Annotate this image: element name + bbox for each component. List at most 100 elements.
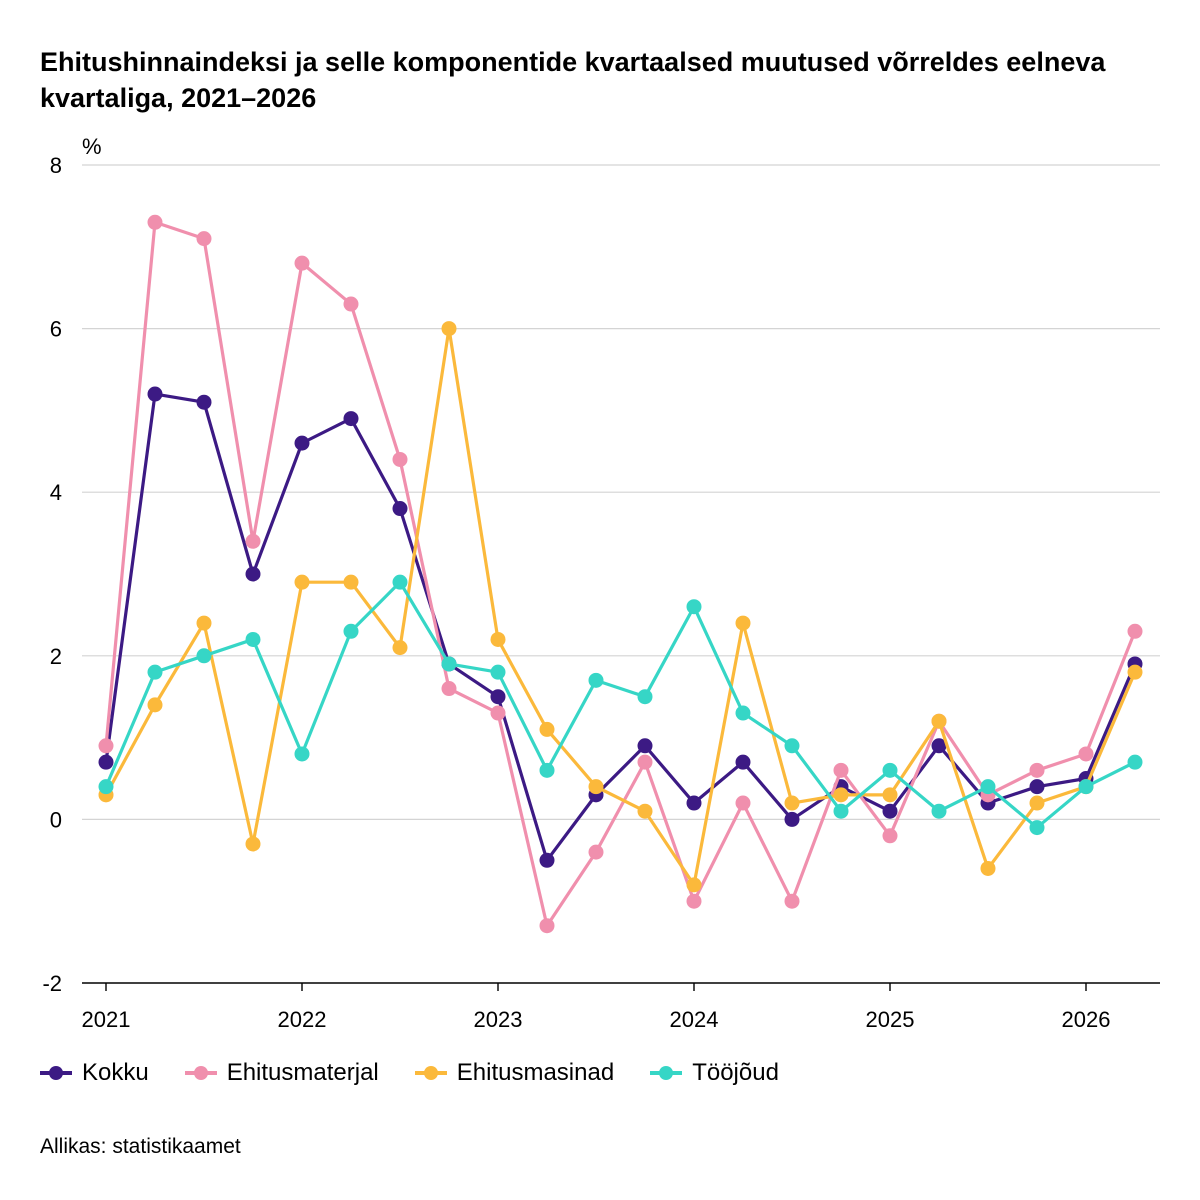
data-point xyxy=(245,631,261,647)
data-point xyxy=(539,721,555,737)
data-point xyxy=(392,501,408,517)
data-point xyxy=(735,795,751,811)
data-point xyxy=(245,566,261,582)
data-point xyxy=(686,795,702,811)
data-point xyxy=(931,738,947,754)
data-point xyxy=(833,762,849,778)
data-point xyxy=(392,451,408,467)
data-point xyxy=(196,394,212,410)
y-tick-label: 2 xyxy=(50,644,62,669)
data-point xyxy=(637,738,653,754)
data-point xyxy=(196,648,212,664)
data-point xyxy=(196,615,212,631)
data-point xyxy=(686,599,702,615)
data-point xyxy=(294,435,310,451)
data-point xyxy=(931,713,947,729)
x-tick-label: 2021 xyxy=(82,1007,131,1032)
data-point xyxy=(441,321,457,337)
legend-swatch xyxy=(184,1066,217,1080)
x-tick-label: 2024 xyxy=(670,1007,719,1032)
data-point xyxy=(147,664,163,680)
data-point xyxy=(980,779,996,795)
data-point xyxy=(539,762,555,778)
y-tick-label: 6 xyxy=(50,317,62,342)
data-point xyxy=(343,623,359,639)
data-point xyxy=(441,656,457,672)
data-point xyxy=(637,689,653,705)
data-point xyxy=(735,754,751,770)
series-3 xyxy=(98,574,1143,836)
y-tick-label: 8 xyxy=(50,153,62,178)
data-point xyxy=(931,803,947,819)
y-tick-label: 4 xyxy=(50,480,62,505)
legend-label: Kokku xyxy=(82,1059,149,1086)
data-point xyxy=(147,214,163,230)
data-point xyxy=(784,795,800,811)
y-axis: % -2 0 2 4 6 8 xyxy=(42,134,101,996)
data-point xyxy=(588,844,604,860)
series-group xyxy=(98,214,1143,934)
data-point xyxy=(588,672,604,688)
series-line xyxy=(104,392,1137,862)
data-point xyxy=(147,697,163,713)
data-point xyxy=(833,803,849,819)
legend-item: Kokku xyxy=(40,1058,149,1088)
legend-label: Ehitusmaterjal xyxy=(226,1059,379,1086)
data-point xyxy=(686,893,702,909)
x-tick-label: 2022 xyxy=(278,1007,327,1032)
data-point xyxy=(1029,795,1045,811)
data-point xyxy=(441,681,457,697)
chart-title: Ehitushinnaindeksi ja selle komponentide… xyxy=(40,47,1106,113)
legend-item: Ehitusmaterjal xyxy=(184,1058,379,1088)
data-point xyxy=(1127,664,1143,680)
data-point xyxy=(1078,746,1094,762)
data-point xyxy=(637,803,653,819)
x-tick-label: 2026 xyxy=(1062,1007,1111,1032)
data-point xyxy=(392,574,408,590)
data-point xyxy=(343,296,359,312)
data-point xyxy=(784,893,800,909)
y-axis-unit: % xyxy=(82,134,102,159)
data-point xyxy=(490,689,506,705)
x-tick-label: 2025 xyxy=(866,1007,915,1032)
x-tick-label: 2023 xyxy=(474,1007,523,1032)
legend-label: Tööjõud xyxy=(692,1059,779,1086)
data-point xyxy=(245,836,261,852)
data-point xyxy=(539,918,555,934)
data-point xyxy=(294,574,310,590)
data-point xyxy=(1078,779,1094,795)
data-point xyxy=(833,787,849,803)
y-tick-label: -2 xyxy=(42,971,62,996)
data-point xyxy=(98,779,114,795)
data-point xyxy=(294,255,310,271)
data-point xyxy=(735,615,751,631)
data-point xyxy=(245,533,261,549)
grid-lines xyxy=(82,164,1160,821)
source-note: Allikas: statistikaamet xyxy=(40,1135,241,1158)
legend-swatch xyxy=(414,1066,447,1080)
data-point xyxy=(686,877,702,893)
data-point xyxy=(490,631,506,647)
legend-item: Ehitusmasinad xyxy=(414,1058,615,1088)
data-point xyxy=(392,640,408,656)
data-point xyxy=(882,762,898,778)
data-point xyxy=(1029,820,1045,836)
data-point xyxy=(588,779,604,795)
legend-label: Ehitusmasinad xyxy=(456,1059,615,1086)
series-line xyxy=(104,220,1137,928)
series-0 xyxy=(98,386,1143,868)
data-point xyxy=(343,411,359,427)
legend-swatch xyxy=(40,1066,72,1080)
data-point xyxy=(147,386,163,402)
data-point xyxy=(882,787,898,803)
data-point xyxy=(735,705,751,721)
data-point xyxy=(98,738,114,754)
data-point xyxy=(882,803,898,819)
legend-swatch xyxy=(650,1066,683,1080)
data-point xyxy=(637,754,653,770)
y-tick-label: 0 xyxy=(50,807,62,832)
legend-item: Tööjõud xyxy=(650,1058,779,1088)
legend: Kokku Ehitusmaterjal Ehitusmasinad Tööjõud xyxy=(40,1058,815,1088)
series-line xyxy=(104,580,1136,830)
